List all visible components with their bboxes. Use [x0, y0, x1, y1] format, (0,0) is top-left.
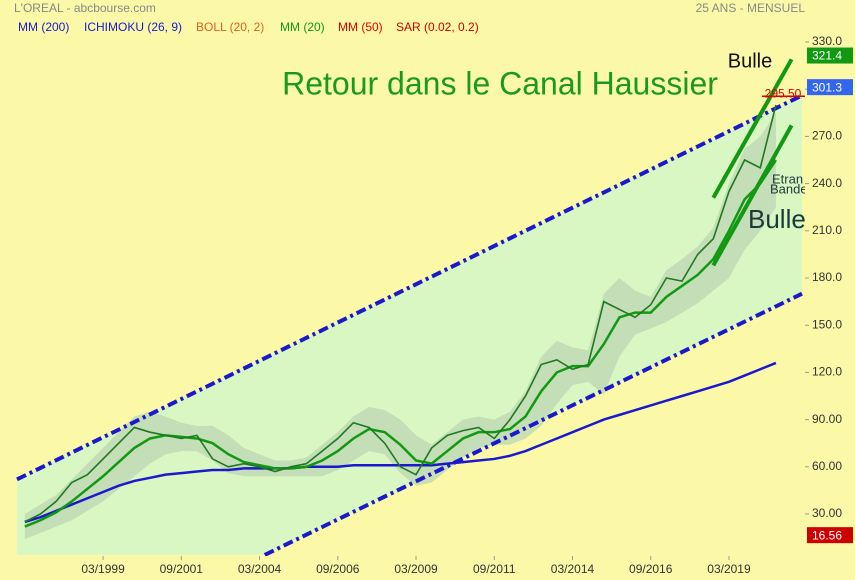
y-tick-label: 60.00 [812, 459, 842, 473]
bollinger-area [24, 112, 776, 540]
y-tick-label: 240.0 [812, 176, 842, 190]
annotation: Etran [772, 171, 803, 186]
y-tick-label: 150.0 [812, 317, 842, 331]
trend-line [711, 124, 794, 267]
x-tick-label: 03/1999 [81, 562, 125, 576]
annotation: Bulle [748, 204, 806, 234]
x-tick-label: 09/2011 [473, 562, 516, 576]
channel-line [16, 93, 803, 482]
x-tick-label: 09/2016 [629, 562, 673, 576]
legend-entry: MM (50) [338, 20, 383, 34]
y-tick-label: 210.0 [812, 223, 842, 237]
price-tag-label: 321.4 [812, 49, 842, 63]
trend-line [711, 58, 794, 199]
legend-entry: MM (200) [18, 20, 69, 34]
x-tick-label: 03/2014 [551, 562, 595, 576]
y-tick-label: 180.0 [812, 270, 842, 284]
price-tag [807, 527, 853, 544]
y-tick-label: 330.0 [812, 34, 842, 48]
x-tick-label: 09/2006 [316, 562, 360, 576]
legend-entry: ICHIMOKU (26, 9) [84, 20, 182, 34]
annotation: Retour dans le Canal Haussier [282, 65, 718, 101]
y-tick-label: 270.0 [812, 129, 842, 143]
level-label: 295.50 [765, 86, 802, 100]
legend-entry: BOLL (20, 2) [196, 20, 264, 34]
legend-entry: SAR (0.02, 0.2) [396, 20, 479, 34]
annotation: Bande [770, 181, 808, 196]
annotation: Bulle [728, 50, 772, 72]
y-tick-label: 120.0 [812, 365, 842, 379]
x-tick-label: 03/2004 [238, 562, 282, 576]
x-tick-label: 09/2001 [160, 562, 204, 576]
indicator-line [24, 361, 777, 524]
x-tick-label: 03/2019 [707, 562, 751, 576]
price-tag [807, 79, 853, 96]
price-tag-label: 301.3 [812, 80, 842, 94]
channel-line [263, 291, 803, 556]
y-tick-label: 90.00 [812, 412, 842, 426]
legend-entry: MM (20) [280, 20, 325, 34]
price-tag [807, 47, 853, 64]
chart-title: L'OREAL - abcbourse.com [14, 1, 156, 15]
indicator-line [24, 159, 777, 528]
price-tag-label: 16.56 [812, 528, 842, 542]
y-tick-label: 30.00 [812, 506, 842, 520]
price-line [24, 104, 777, 523]
chart-subtitle: 25 ANS - MENSUEL [696, 1, 806, 15]
x-tick-label: 03/2009 [394, 562, 438, 576]
